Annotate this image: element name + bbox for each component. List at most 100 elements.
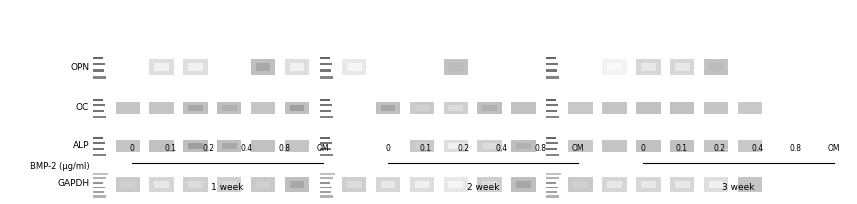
Bar [188, 105, 203, 111]
Text: 0.4: 0.4 [752, 144, 764, 153]
Bar [704, 59, 728, 75]
Bar [547, 69, 557, 72]
Bar [320, 182, 330, 184]
Bar [448, 63, 463, 71]
Bar [448, 143, 463, 149]
Bar [512, 140, 536, 152]
Bar [547, 191, 557, 193]
Bar [444, 177, 468, 192]
Bar [547, 142, 558, 144]
Bar [285, 59, 309, 75]
Text: 0: 0 [129, 144, 135, 153]
Bar [93, 182, 104, 184]
Bar [477, 140, 501, 152]
Bar [376, 177, 400, 192]
Bar [93, 137, 104, 139]
Bar [608, 63, 622, 71]
Text: 0: 0 [640, 144, 645, 153]
Bar [602, 59, 626, 75]
Bar [709, 181, 723, 188]
Bar [149, 177, 174, 192]
Bar [93, 195, 106, 198]
Bar [376, 102, 400, 114]
Bar [547, 57, 556, 59]
Bar [222, 105, 237, 111]
Bar [738, 102, 762, 114]
Bar [477, 177, 501, 192]
Text: OM: OM [572, 144, 584, 153]
Bar [547, 63, 558, 65]
Text: OM: OM [827, 144, 840, 153]
Bar [320, 116, 333, 118]
Bar [540, 166, 546, 202]
Bar [320, 137, 330, 139]
Bar [448, 181, 463, 188]
Bar [540, 90, 546, 126]
Bar [636, 102, 661, 114]
Bar [602, 177, 626, 192]
Bar [670, 140, 694, 152]
Bar [320, 148, 331, 150]
Text: 0.1: 0.1 [675, 144, 687, 153]
Bar [251, 140, 275, 152]
Bar [320, 173, 334, 175]
Text: OM: OM [317, 144, 329, 153]
Bar [516, 181, 530, 188]
Bar [415, 181, 429, 188]
Bar [320, 142, 332, 144]
Bar [255, 181, 271, 188]
Bar [93, 110, 105, 112]
Bar [154, 181, 169, 188]
Bar [675, 181, 690, 188]
Bar [410, 102, 434, 114]
Bar [149, 59, 174, 75]
Bar [670, 59, 694, 75]
Bar [444, 140, 468, 152]
Bar [93, 69, 105, 72]
Text: BMP-2 (μg/ml): BMP-2 (μg/ml) [29, 162, 89, 171]
Bar [482, 105, 497, 111]
Bar [512, 102, 536, 114]
Bar [183, 59, 207, 75]
Text: 0.8: 0.8 [789, 144, 801, 153]
Bar [149, 102, 174, 114]
Bar [93, 177, 106, 180]
Bar [704, 140, 728, 152]
Bar [183, 177, 207, 192]
Bar [608, 181, 622, 188]
Bar [314, 90, 319, 126]
Bar [188, 143, 203, 149]
Bar [93, 191, 105, 193]
Bar [93, 142, 105, 144]
Bar [415, 105, 429, 111]
Bar [512, 177, 536, 192]
Text: 0.8: 0.8 [534, 144, 546, 153]
Bar [675, 63, 690, 71]
Bar [547, 116, 560, 118]
Bar [547, 177, 560, 180]
Bar [154, 63, 169, 71]
Bar [547, 104, 558, 106]
Bar [444, 59, 468, 75]
Bar [547, 148, 557, 150]
Bar [342, 177, 367, 192]
Bar [742, 181, 758, 188]
Text: 0.4: 0.4 [241, 144, 253, 153]
Bar [704, 177, 728, 192]
Bar [93, 104, 105, 106]
Bar [183, 140, 207, 152]
Bar [573, 181, 588, 188]
Text: 0.4: 0.4 [496, 144, 508, 153]
Bar [251, 59, 275, 75]
Bar [547, 173, 561, 175]
Text: 0.1: 0.1 [165, 144, 177, 153]
Bar [320, 99, 330, 101]
Bar [116, 140, 140, 152]
Bar [670, 177, 694, 192]
Bar [320, 76, 333, 79]
Bar [183, 102, 207, 114]
Bar [93, 148, 105, 150]
Text: 2 week: 2 week [467, 183, 499, 192]
Bar [410, 177, 434, 192]
Bar [568, 177, 593, 192]
